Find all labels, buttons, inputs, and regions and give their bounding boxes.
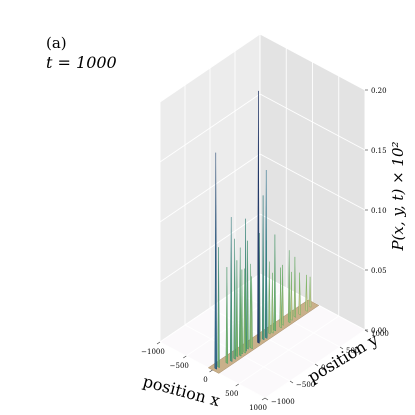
surface-peak xyxy=(287,250,291,324)
z-tick-label: 0.10 xyxy=(371,207,387,215)
z-tick-label: 0.20 xyxy=(371,87,387,95)
z-tick-label: 0.15 xyxy=(371,147,387,155)
grid-line xyxy=(159,273,366,343)
surface-peak xyxy=(217,247,220,369)
time-label: t = 1000 xyxy=(46,53,117,72)
surface-peak xyxy=(229,217,233,363)
surface-peak xyxy=(271,272,274,334)
x-tick-label: −500 xyxy=(170,362,189,370)
surface-peak xyxy=(305,274,308,312)
y-tick-label: 0 xyxy=(321,364,325,372)
z-axis-label: P(x, y, t) × 10² xyxy=(389,141,407,251)
z-tick-label: 0.05 xyxy=(371,267,387,275)
surface-peak xyxy=(268,261,271,335)
grid-line xyxy=(159,93,366,163)
panel-label: (a) xyxy=(46,34,67,52)
surface-peak xyxy=(290,271,293,321)
surface-peak xyxy=(273,234,277,332)
surface-peak xyxy=(298,272,301,316)
surface-peak xyxy=(225,267,229,365)
y-tick-label: 1000 xyxy=(371,330,389,338)
surface-peak xyxy=(281,264,284,326)
surface-peak xyxy=(246,240,249,350)
y-tick-mark xyxy=(264,397,269,401)
x-tick-label: −1000 xyxy=(141,348,165,356)
axis-ticks: −1000−50005001000−1000−500050010000.000.… xyxy=(141,87,389,412)
surface-peak xyxy=(279,267,282,329)
surface-peak xyxy=(261,195,265,341)
x-tick-mark xyxy=(261,397,266,401)
probability-surface xyxy=(207,90,320,374)
y-tick-label: 500 xyxy=(346,347,359,355)
y-tick-label: −1000 xyxy=(271,398,295,406)
y-tick-mark xyxy=(289,380,294,384)
surface-peak xyxy=(233,238,236,360)
surface-peak xyxy=(214,152,217,370)
z-tick-label: 0.00 xyxy=(371,327,387,335)
surface-peak xyxy=(250,276,253,350)
surface-peak xyxy=(235,260,239,358)
surface-peak xyxy=(293,256,297,318)
grid-line xyxy=(159,33,366,103)
grid-line xyxy=(159,153,366,223)
grid-line xyxy=(159,213,366,283)
x-tick-label: 0 xyxy=(203,376,207,384)
x-tick-label: 500 xyxy=(225,390,238,398)
surface-peak xyxy=(240,269,244,355)
surface-peak xyxy=(243,268,246,354)
x-tick-mark xyxy=(183,355,187,359)
x-tick-mark xyxy=(209,369,213,373)
y-tick-mark xyxy=(314,363,319,367)
surface-peak xyxy=(238,247,242,357)
x-tick-mark xyxy=(235,383,239,387)
x-axis-label: position x xyxy=(141,372,222,411)
grid-line xyxy=(238,315,340,385)
surface-peak xyxy=(308,276,312,308)
x-tick-mark xyxy=(156,341,161,345)
surface-peak xyxy=(257,90,260,344)
y-tick-mark xyxy=(364,329,369,333)
surface-peak xyxy=(264,169,268,339)
x-tick-label: 1000 xyxy=(249,404,267,412)
y-tick-mark xyxy=(339,346,344,350)
y-tick-label: −500 xyxy=(296,381,315,389)
